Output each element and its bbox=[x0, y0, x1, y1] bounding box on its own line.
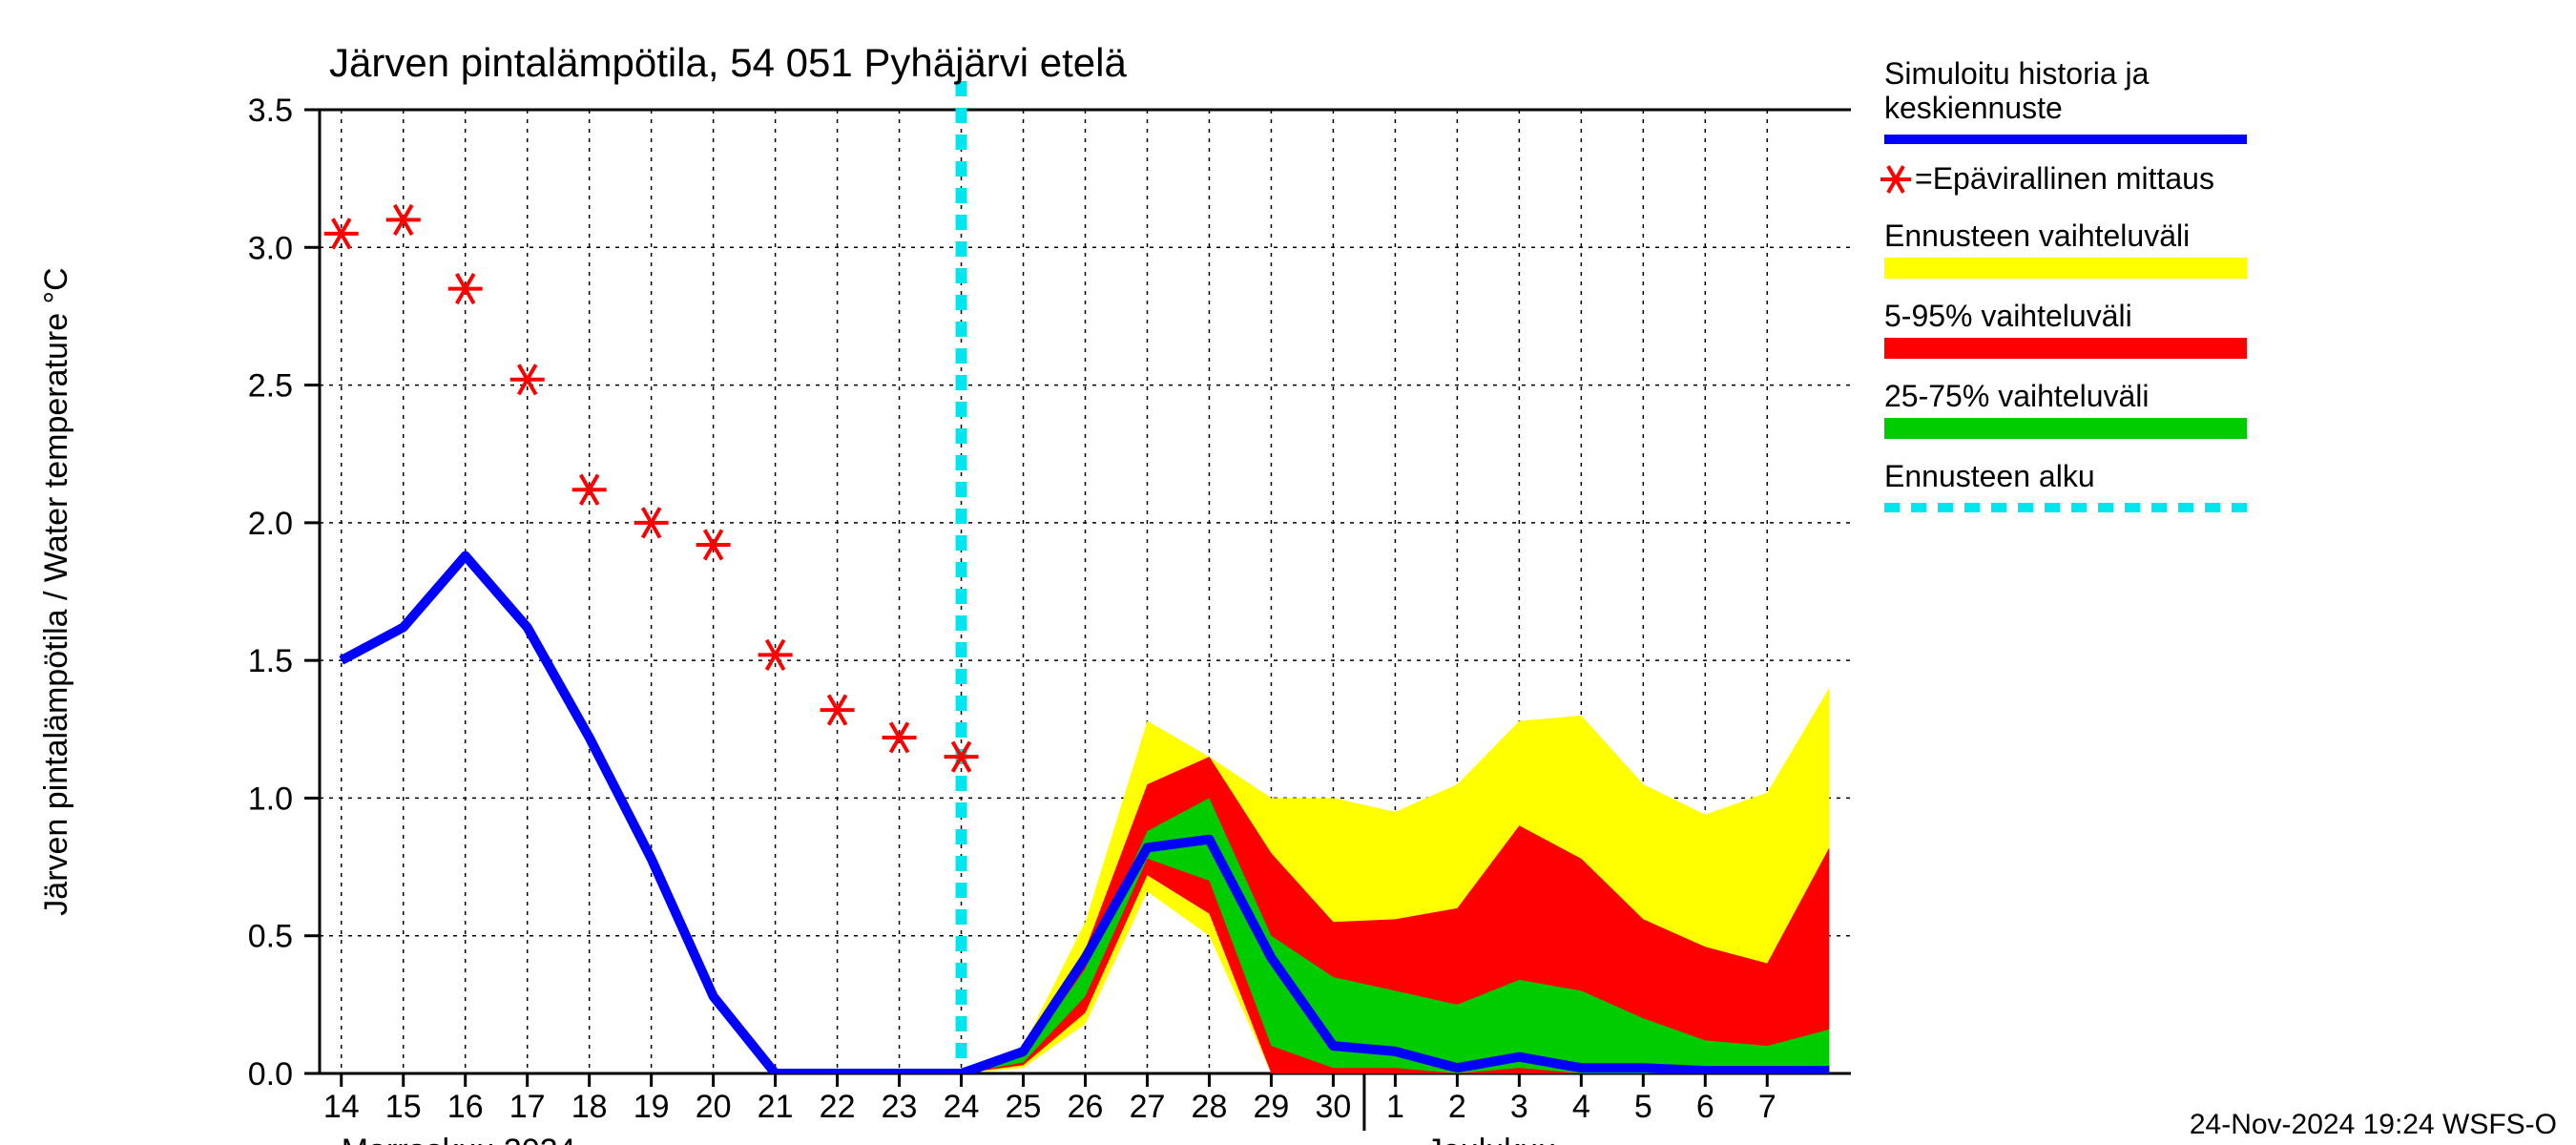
y-tick-label: 2.0 bbox=[248, 506, 293, 542]
x-tick-label: 2 bbox=[1448, 1089, 1466, 1125]
legend-label: keskiennuste bbox=[1884, 91, 2063, 125]
x-tick-label: 19 bbox=[634, 1089, 670, 1125]
y-tick-label: 1.0 bbox=[248, 781, 293, 817]
x-tick-label: 22 bbox=[820, 1089, 856, 1125]
y-axis-label: Järven pintalämpötila / Water temperatur… bbox=[38, 267, 74, 915]
legend-swatch-band bbox=[1884, 418, 2247, 439]
x-tick-label: 24 bbox=[944, 1089, 980, 1125]
x-tick-label: 21 bbox=[758, 1089, 794, 1125]
x-tick-label: 5 bbox=[1634, 1089, 1652, 1125]
x-tick-label: 14 bbox=[323, 1089, 360, 1125]
x-tick-label: 20 bbox=[696, 1089, 732, 1125]
y-tick-label: 3.0 bbox=[248, 230, 293, 266]
x-tick-label: 28 bbox=[1192, 1089, 1228, 1125]
x-tick-label: 27 bbox=[1130, 1089, 1166, 1125]
x-tick-label: 1 bbox=[1386, 1089, 1404, 1125]
y-tick-label: 1.5 bbox=[248, 643, 293, 679]
x-tick-label: 15 bbox=[385, 1089, 422, 1125]
y-tick-label: 0.0 bbox=[248, 1056, 293, 1093]
x-tick-label: 16 bbox=[447, 1089, 484, 1125]
legend-label: Ennusteen alku bbox=[1884, 459, 2095, 493]
x-tick-label: 30 bbox=[1316, 1089, 1352, 1125]
x-tick-label: 4 bbox=[1572, 1089, 1590, 1125]
month-label-1-fi: Marraskuu 2024 bbox=[342, 1133, 576, 1145]
legend-swatch-band bbox=[1884, 258, 2247, 279]
x-tick-label: 17 bbox=[509, 1089, 546, 1125]
x-tick-label: 18 bbox=[571, 1089, 608, 1125]
legend-label: =Epävirallinen mittaus bbox=[1915, 161, 2214, 196]
chart-footer-timestamp: 24-Nov-2024 19:24 WSFS-O bbox=[2190, 1109, 2557, 1140]
legend-swatch-band bbox=[1884, 338, 2247, 359]
x-tick-label: 26 bbox=[1068, 1089, 1104, 1125]
y-tick-label: 2.5 bbox=[248, 368, 293, 405]
y-tick-label: 3.5 bbox=[248, 93, 293, 129]
legend-label: 5-95% vaihteluväli bbox=[1884, 299, 2132, 333]
legend-label: 25-75% vaihteluväli bbox=[1884, 379, 2150, 413]
chart-title: Järven pintalämpötila, 54 051 Pyhäjärvi … bbox=[329, 40, 1127, 85]
x-tick-label: 23 bbox=[882, 1089, 918, 1125]
legend-label: Simuloitu historia ja bbox=[1884, 56, 2150, 91]
x-tick-label: 7 bbox=[1758, 1089, 1776, 1125]
x-tick-label: 3 bbox=[1510, 1089, 1528, 1125]
month-label-2-fi: Joulukuu bbox=[1426, 1133, 1556, 1145]
x-tick-label: 29 bbox=[1254, 1089, 1290, 1125]
legend-label: Ennusteen vaihteluväli bbox=[1884, 219, 2190, 253]
water-temperature-chart: 0.00.51.01.52.02.53.03.51415161718192021… bbox=[0, 0, 2576, 1145]
y-tick-label: 0.5 bbox=[248, 919, 293, 955]
x-tick-label: 25 bbox=[1006, 1089, 1042, 1125]
x-tick-label: 6 bbox=[1696, 1089, 1714, 1125]
